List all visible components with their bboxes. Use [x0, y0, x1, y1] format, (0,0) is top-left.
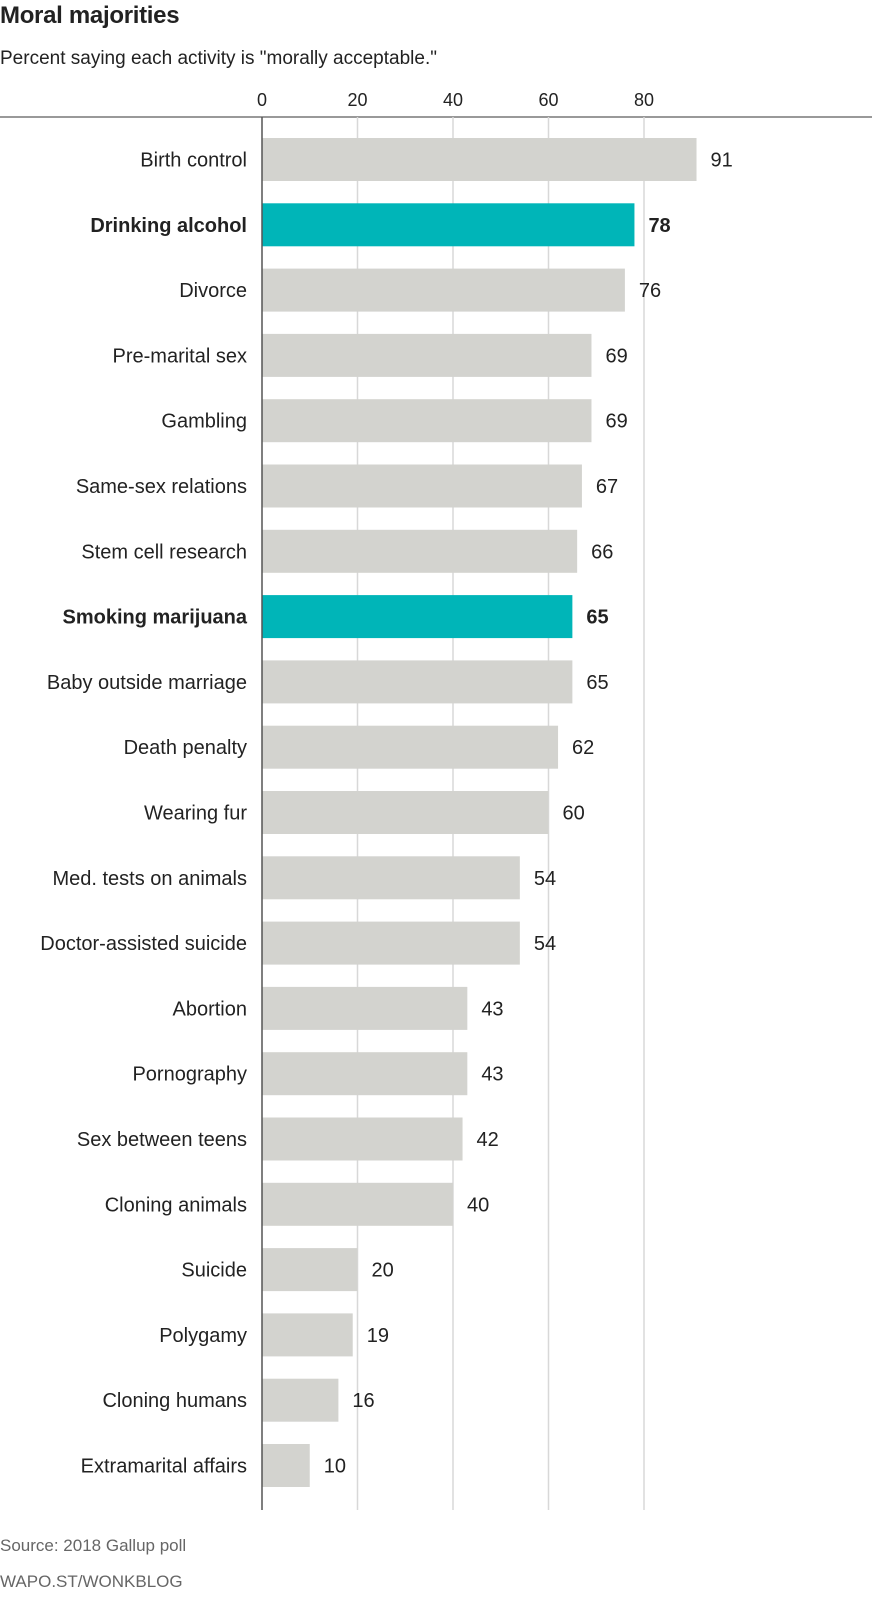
bar: [262, 856, 520, 900]
category-label: Suicide: [181, 1260, 247, 1282]
category-label: Med. tests on animals: [52, 868, 247, 890]
category-label: Stem cell research: [81, 541, 247, 563]
data-label: 65: [586, 672, 608, 694]
category-label: Sex between teens: [77, 1129, 247, 1151]
bar: [262, 1444, 310, 1487]
bar: [262, 268, 625, 312]
bar: [262, 660, 573, 704]
category-label: Cloning animals: [105, 1194, 247, 1216]
data-label: 67: [596, 476, 618, 498]
x-tick-label: 0: [257, 90, 267, 110]
bar: [262, 1313, 353, 1357]
category-label: Smoking marijuana: [63, 607, 248, 629]
bar: [262, 791, 549, 834]
bar: [262, 921, 520, 965]
data-label: 69: [605, 411, 627, 433]
category-label: Gambling: [161, 411, 247, 433]
bar: [262, 203, 635, 247]
data-label: 60: [563, 803, 585, 825]
data-label: 40: [467, 1194, 489, 1216]
data-label: 54: [534, 933, 556, 955]
data-label: 76: [639, 280, 661, 302]
bar: [262, 529, 578, 573]
bar: [262, 333, 592, 377]
category-label: Baby outside marriage: [47, 672, 247, 694]
category-label: Divorce: [179, 280, 247, 302]
data-label: 43: [481, 998, 503, 1020]
bar: [262, 399, 592, 443]
category-label: Abortion: [173, 998, 248, 1020]
data-label: 62: [572, 737, 594, 759]
data-label: 66: [591, 541, 613, 563]
bar: [262, 595, 573, 639]
bar: [262, 464, 582, 508]
x-tick-label: 80: [634, 90, 654, 110]
data-label: 91: [711, 150, 733, 172]
bar: [262, 1182, 453, 1226]
category-label: Extramarital affairs: [81, 1456, 247, 1478]
bar: [262, 1052, 468, 1096]
chart-title: Moral majorities: [0, 2, 180, 29]
chart-subtitle: Percent saying each activity is "morally…: [0, 48, 437, 69]
x-tick-label: 20: [347, 90, 367, 110]
data-label: 19: [367, 1325, 389, 1347]
data-label: 69: [605, 345, 627, 367]
data-label: 10: [324, 1456, 346, 1478]
category-label: Pornography: [132, 1064, 247, 1086]
bar: [262, 986, 468, 1030]
data-label: 54: [534, 868, 556, 890]
source-note: Source: 2018 Gallup poll: [0, 1536, 187, 1555]
category-label: Birth control: [140, 150, 247, 172]
data-label: 16: [352, 1390, 374, 1412]
x-tick-label: 40: [443, 90, 463, 110]
data-label: 42: [477, 1129, 499, 1151]
category-label: Cloning humans: [102, 1390, 247, 1412]
bar-chart: 0 20 40 60 80 Birth control 91 Drinking alcohol…: [0, 90, 872, 1510]
data-label: 65: [586, 607, 608, 629]
data-label: 43: [481, 1064, 503, 1086]
category-label: Wearing fur: [144, 803, 247, 825]
bar: [262, 1117, 463, 1161]
category-label: Doctor-assisted suicide: [40, 933, 247, 955]
data-label: 78: [648, 215, 670, 237]
bar: [262, 1248, 358, 1292]
category-label: Pre-marital sex: [113, 345, 247, 367]
category-label: Drinking alcohol: [90, 215, 247, 237]
x-tick-label: 60: [538, 90, 558, 110]
category-label: Same-sex relations: [76, 476, 247, 498]
bar: [262, 725, 559, 769]
bar: [262, 138, 697, 181]
category-label: Polygamy: [159, 1325, 247, 1347]
bar: [262, 1378, 339, 1422]
data-label: 20: [372, 1260, 394, 1282]
category-label: Death penalty: [124, 737, 247, 759]
credit-note: WAPO.ST/WONKBLOG: [0, 1572, 183, 1591]
